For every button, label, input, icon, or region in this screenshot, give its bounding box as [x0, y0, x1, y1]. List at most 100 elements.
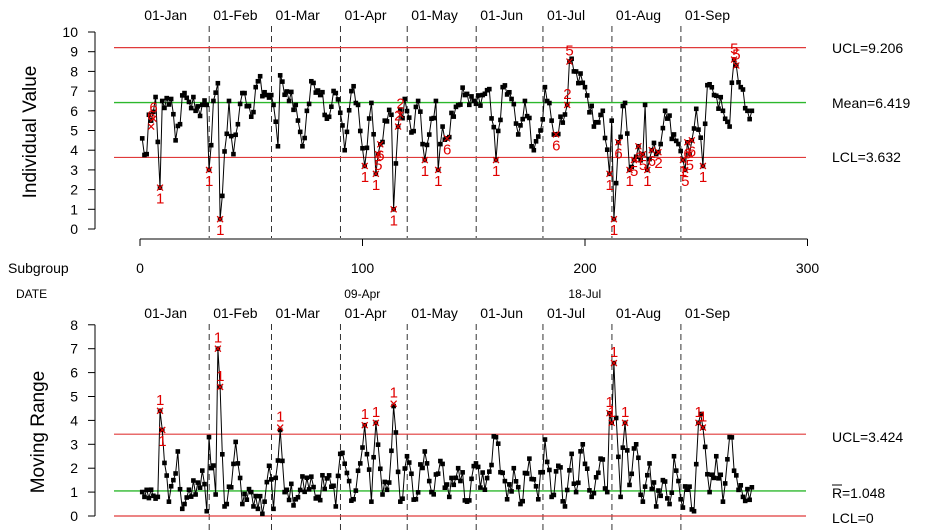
- individuals-data-point: [393, 161, 399, 166]
- moving-range-data-point: [275, 458, 281, 463]
- individuals-data-point: [515, 132, 521, 137]
- individuals-data-point: [268, 92, 274, 98]
- moving-range-data-point: [342, 461, 347, 467]
- individuals-data-point: [413, 104, 419, 110]
- individuals-data-point: [609, 118, 614, 123]
- individuals-violation-mark: [630, 156, 638, 164]
- moving-range-data-point: [188, 494, 194, 499]
- subgroup-tick-label: 200: [573, 260, 597, 276]
- moving-range-data-point: [513, 478, 519, 484]
- individuals-data-point: [342, 147, 347, 153]
- moving-range-data-point: [446, 494, 452, 500]
- individuals-data-point: [573, 69, 579, 74]
- individuals-data-point: [740, 87, 746, 92]
- moving-range-violation-mark: [621, 419, 629, 427]
- individuals-violation-rule-label: 6: [688, 143, 696, 160]
- moving-range-data-point: [384, 487, 390, 493]
- moving-range-data-point: [624, 448, 630, 453]
- moving-range-data-point: [482, 487, 488, 493]
- individuals-data-point: [647, 156, 652, 162]
- moving-range-data-point: [475, 464, 481, 470]
- moving-range-data-point: [438, 458, 443, 464]
- individuals-violation-rule-label: 2: [396, 96, 404, 113]
- individuals-data-point: [562, 112, 568, 117]
- individuals-data-point: [665, 116, 670, 121]
- rbar-symbol: R: [832, 485, 842, 501]
- moving-range-data-point: [687, 484, 692, 489]
- individuals-data-point: [522, 98, 528, 104]
- moving-range-data-point: [371, 454, 376, 460]
- date-tick-label: 09-Apr: [344, 287, 380, 301]
- individuals-data-point: [533, 139, 539, 144]
- moving-range-data-point: [322, 486, 327, 492]
- moving-range-data-point: [584, 466, 590, 471]
- individuals-data-point: [538, 128, 543, 133]
- moving-range-data-point: [745, 486, 750, 492]
- moving-range-data-point: [202, 481, 207, 487]
- moving-range-data-point: [698, 411, 703, 417]
- individuals-data-point: [306, 101, 312, 107]
- moving-range-data-point: [569, 451, 574, 457]
- moving-range-data-point: [507, 482, 512, 487]
- individuals-data-point: [702, 121, 708, 127]
- moving-range-data-point: [300, 474, 305, 479]
- moving-range-data-point: [740, 494, 746, 500]
- moving-range-data-point: [406, 460, 412, 465]
- individuals-data-point: [729, 80, 735, 86]
- individuals-violation-mark: [147, 123, 155, 130]
- individuals-data-point: [431, 115, 436, 121]
- moving-range-data-point: [204, 508, 210, 514]
- moving-range-data-point: [213, 492, 218, 497]
- moving-range-data-point: [591, 490, 597, 496]
- individuals-data-point: [618, 134, 623, 140]
- individuals-data-point: [460, 85, 465, 90]
- moving-range-data-point: [224, 501, 230, 507]
- moving-range-data-point: [658, 493, 663, 499]
- moving-range-data-point: [651, 480, 657, 485]
- moving-range-data-point: [731, 468, 737, 474]
- individuals-data-point: [738, 84, 744, 90]
- individuals-data-point: [273, 119, 279, 125]
- individuals-data-point: [669, 136, 675, 142]
- individuals-data-point: [707, 81, 712, 87]
- individuals-data-point: [691, 126, 697, 131]
- moving-range-data-point: [391, 403, 396, 409]
- moving-range-data-point: [693, 461, 699, 467]
- moving-range-data-point: [458, 478, 463, 484]
- moving-range-y-tick-label: 3: [70, 436, 78, 452]
- moving-range-data-point: [255, 506, 261, 512]
- moving-range-data-point: [331, 483, 336, 489]
- individuals-data-point: [153, 94, 158, 100]
- individuals-data-point: [433, 98, 439, 104]
- individuals-data-point: [613, 180, 619, 186]
- moving-range-data-point: [440, 461, 445, 467]
- individuals-data-point: [406, 115, 412, 120]
- individuals-data-point: [300, 143, 305, 149]
- moving-range-data-point: [553, 469, 559, 474]
- individuals-data-point: [159, 98, 165, 104]
- moving-range-data-point: [422, 449, 428, 454]
- individuals-data-point: [208, 142, 214, 148]
- individuals-data-point: [280, 79, 285, 84]
- moving-range-data-point: [151, 493, 156, 499]
- individuals-data-point: [404, 108, 410, 114]
- individuals-data-point: [139, 136, 145, 141]
- individuals-data-point: [295, 118, 301, 123]
- individuals-data-point: [671, 132, 677, 137]
- individuals-data-point: [231, 151, 236, 157]
- moving-range-data-point: [636, 455, 641, 461]
- moving-range-data-point: [398, 499, 403, 504]
- individuals-y-tick-label: 8: [70, 63, 78, 79]
- moving-range-data-point: [324, 476, 330, 481]
- moving-range-data-point: [567, 468, 572, 473]
- individuals-data-point: [166, 102, 172, 107]
- moving-range-y-tick-label: 5: [70, 389, 78, 405]
- moving-range-data-point: [471, 463, 477, 469]
- individuals-violation-mark: [492, 156, 500, 164]
- moving-range-data-point: [596, 470, 601, 476]
- moving-range-data-point: [656, 488, 661, 493]
- individuals-violation-rule-label: 6: [376, 147, 384, 164]
- individuals-data-point: [716, 106, 721, 111]
